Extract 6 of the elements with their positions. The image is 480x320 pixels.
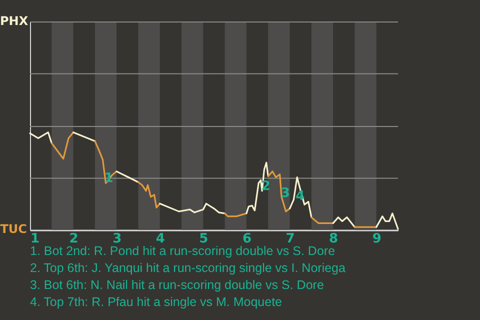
x-tick-label: 9	[372, 232, 382, 246]
text: 3. Bot 6th: N. Nail hit a run-scoring double vs S. Dore	[30, 277, 325, 294]
text: TUC	[0, 222, 27, 236]
text: 4. Top 7th: R. Pfau hit a single vs M. Moquete	[30, 294, 283, 311]
text: 2. Top 6th: J. Yanqui hit a run-scoring single vs I. Noriega	[30, 260, 346, 277]
text: PHX	[0, 14, 28, 28]
